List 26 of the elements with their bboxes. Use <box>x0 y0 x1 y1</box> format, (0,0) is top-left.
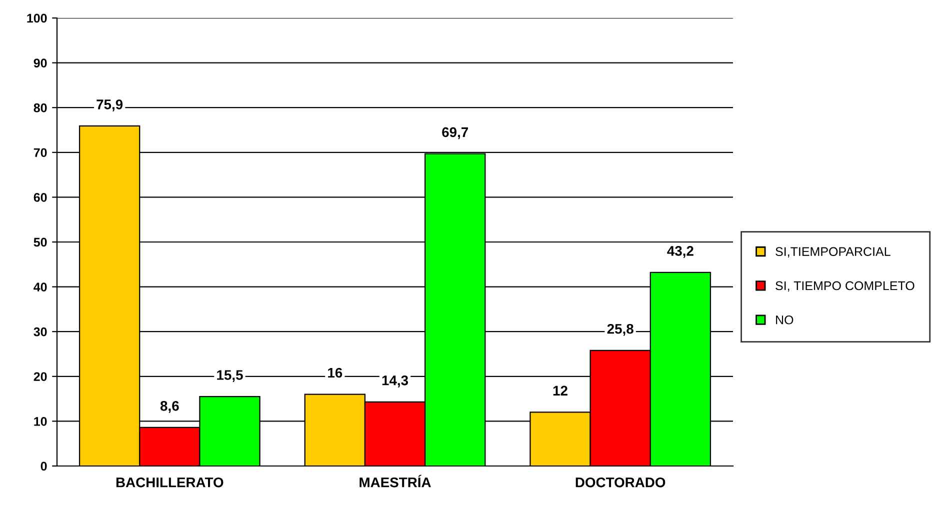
data-label: 69,7 <box>442 127 468 140</box>
data-label: 15,5 <box>217 370 243 382</box>
x-tick-label: DOCTORADO <box>576 477 666 488</box>
x-tick-label: MAESTRÍA <box>360 474 431 488</box>
y-tick-label: 100 <box>27 14 47 23</box>
data-label: 25,8 <box>607 324 634 336</box>
y-tick-label: 60 <box>34 193 47 202</box>
y-tick-label: 90 <box>34 58 47 68</box>
data-label: 75,9 <box>96 100 123 112</box>
data-label: 14,3 <box>382 375 408 388</box>
y-tick-label: 50 <box>34 238 47 247</box>
data-label: 12 <box>553 386 568 396</box>
legend-label: NO <box>776 315 794 324</box>
y-tick-label: 30 <box>34 327 47 336</box>
y-tick-label: 0 <box>40 462 47 471</box>
data-label: 8,6 <box>160 401 179 413</box>
x-tick-label: BACHILLERATO <box>116 477 224 488</box>
y-tick-label: 10 <box>34 417 47 426</box>
y-tick-label: 80 <box>34 103 47 112</box>
data-label: 43,2 <box>667 246 694 258</box>
y-tick-label: 20 <box>34 372 47 382</box>
legend-label: SI,TIEMPOPARCIAL <box>776 247 890 258</box>
data-label: 16 <box>328 368 342 378</box>
y-tick-label: 70 <box>34 148 47 158</box>
y-tick-label: 40 <box>34 282 47 292</box>
legend-label: SI, TIEMPO COMPLETO <box>776 281 914 292</box>
